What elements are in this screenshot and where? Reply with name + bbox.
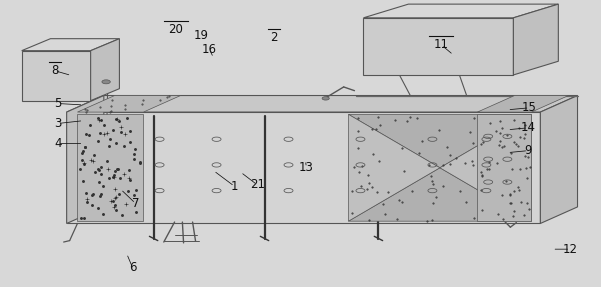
Polygon shape [78, 96, 180, 112]
Text: 2: 2 [270, 31, 277, 44]
Text: 21: 21 [250, 179, 265, 191]
Text: 7: 7 [132, 197, 139, 210]
Text: 15: 15 [522, 101, 537, 114]
Polygon shape [91, 39, 120, 101]
Text: 14: 14 [521, 121, 536, 134]
Text: 11: 11 [434, 38, 449, 51]
Polygon shape [540, 96, 578, 224]
Text: 4: 4 [54, 137, 61, 150]
Polygon shape [477, 96, 569, 112]
Polygon shape [349, 168, 531, 221]
Text: 1: 1 [231, 180, 238, 193]
Polygon shape [513, 4, 558, 75]
Polygon shape [67, 112, 540, 224]
Polygon shape [364, 18, 513, 75]
Polygon shape [67, 96, 104, 224]
Text: 13: 13 [299, 161, 314, 174]
Polygon shape [22, 39, 120, 51]
Text: 20: 20 [168, 23, 183, 36]
Polygon shape [349, 114, 440, 221]
Polygon shape [349, 114, 531, 168]
Text: 3: 3 [54, 117, 61, 130]
Polygon shape [477, 114, 531, 221]
Polygon shape [364, 4, 558, 18]
Polygon shape [22, 51, 91, 101]
Circle shape [102, 80, 111, 84]
Text: 9: 9 [525, 144, 532, 157]
Text: 12: 12 [563, 243, 578, 256]
Text: 19: 19 [194, 29, 209, 42]
Text: 5: 5 [54, 97, 61, 110]
Polygon shape [78, 114, 144, 221]
Circle shape [322, 97, 329, 100]
Polygon shape [440, 114, 531, 221]
Text: 8: 8 [51, 64, 58, 77]
Text: 6: 6 [129, 261, 136, 274]
Polygon shape [67, 96, 578, 112]
Text: 16: 16 [202, 43, 217, 56]
